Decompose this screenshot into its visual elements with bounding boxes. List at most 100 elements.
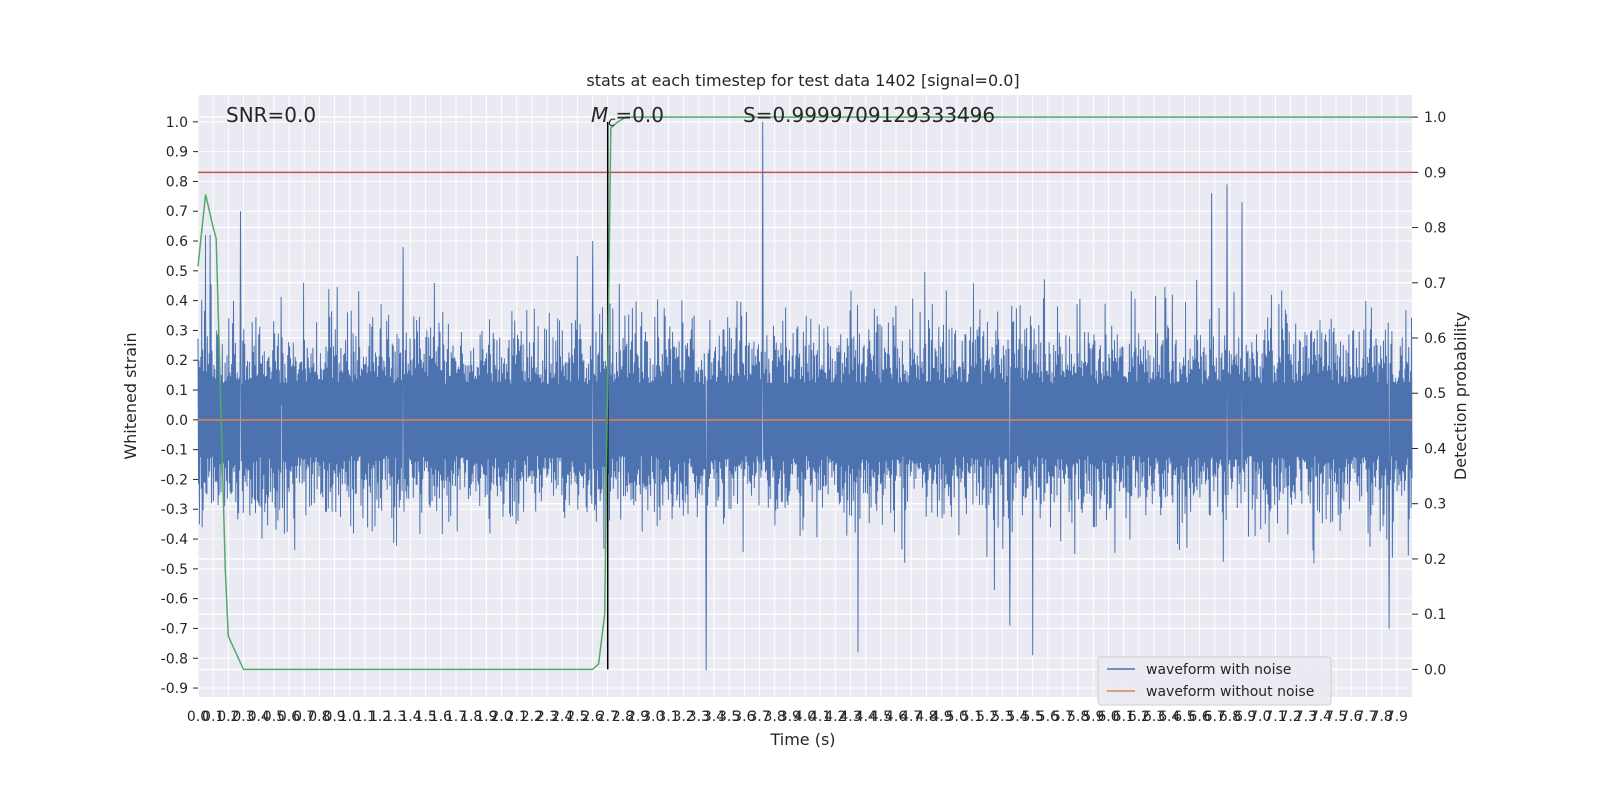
x-tick-label: 5.9	[1082, 709, 1104, 725]
x-tick-label: 5.2	[976, 709, 998, 725]
y-tick-label: -0.6	[161, 592, 188, 608]
x-tick-label: 2.3	[536, 709, 558, 725]
y-tick-label: 0.3	[166, 323, 188, 339]
x-tick-label: 0.7	[293, 709, 315, 725]
x-tick-label: 7.6	[1340, 709, 1362, 725]
x-tick-label: 6.4	[1158, 709, 1180, 725]
y-axis-right-label: Detection probability	[1451, 312, 1470, 480]
x-tick-label: 3.0	[642, 709, 664, 725]
x-tick-label: 4.9	[930, 709, 952, 725]
x-tick-label: 5.0	[946, 709, 968, 725]
x-tick-label: 4.2	[824, 709, 846, 725]
legend: waveform with noise waveform without noi…	[1097, 656, 1332, 706]
x-tick-label: 5.1	[961, 709, 983, 725]
x-tick-label: 7.5	[1325, 709, 1347, 725]
y-right-tick-label: 1.0	[1424, 110, 1446, 126]
snr-annotation: SNR=0.0	[226, 103, 316, 127]
y-tick-label: -0.3	[161, 502, 188, 518]
x-tick-label: 4.0	[794, 709, 816, 725]
x-tick-label: 2.6	[581, 709, 603, 725]
y-axis-label: Whitened strain	[121, 332, 140, 459]
y-right-tick-label: 0.8	[1424, 221, 1446, 237]
x-tick-label: 2.8	[612, 709, 634, 725]
legend-box	[1097, 656, 1332, 706]
x-tick-label: 7.8	[1371, 709, 1393, 725]
y-right-tick-label: 0.7	[1424, 276, 1446, 292]
x-tick-label: 6.3	[1143, 709, 1165, 725]
x-tick-label: 7.2	[1279, 709, 1301, 725]
y-axis-right-ticks: 0.0 0.1 0.2 0.3 0.4 0.5 0.6 0.7 0.8 0.9 1.0	[1412, 110, 1446, 678]
y-tick-label: 0.2	[166, 353, 188, 369]
x-tick-label: 0.0	[187, 709, 209, 725]
x-tick-label: 6.6	[1188, 709, 1210, 725]
y-right-tick-label: 0.9	[1424, 165, 1446, 181]
x-tick-label: 0.9	[323, 709, 345, 725]
y-right-tick-label: 0.4	[1424, 441, 1446, 457]
y-right-tick-label: 0.1	[1424, 607, 1446, 623]
x-tick-label: 3.1	[657, 709, 679, 725]
x-tick-label: 5.4	[1006, 709, 1028, 725]
x-tick-label: 1.7	[445, 709, 467, 725]
x-tick-label: 3.2	[672, 709, 694, 725]
mc-annotation: Mc=0.0	[591, 103, 664, 130]
x-tick-label: 4.6	[885, 709, 907, 725]
x-tick-label: 3.6	[733, 709, 755, 725]
x-tick-label: 2.1	[506, 709, 528, 725]
x-tick-label: 0.3	[232, 709, 254, 725]
x-tick-label: 6.9	[1234, 709, 1256, 725]
x-tick-label: 3.7	[748, 709, 770, 725]
x-tick-label: 0.5	[263, 709, 285, 725]
x-tick-label: 0.8	[308, 709, 330, 725]
y-tick-label: 1.0	[166, 115, 188, 131]
x-tick-label: 4.3	[839, 709, 861, 725]
x-tick-label: 5.7	[1052, 709, 1074, 725]
mc-symbol: M	[591, 103, 608, 127]
x-tick-label: 1.8	[460, 709, 482, 725]
x-tick-label: 0.1	[202, 709, 224, 725]
y-tick-label: -0.1	[161, 443, 188, 459]
legend-label-clean: waveform without noise	[1146, 684, 1314, 700]
y-right-tick-label: 0.3	[1424, 497, 1446, 513]
x-tick-label: 0.4	[248, 709, 270, 725]
x-tick-label: 6.5	[1173, 709, 1195, 725]
series-detection-probability	[197, 116, 1412, 671]
x-tick-label: 2.2	[521, 709, 543, 725]
x-tick-label: 1.0	[339, 709, 361, 725]
x-tick-label: 4.5	[870, 709, 892, 725]
x-tick-label: 5.6	[1037, 709, 1059, 725]
y-tick-label: -0.9	[161, 681, 188, 697]
y-tick-label: 0.5	[166, 264, 188, 280]
y-right-tick-label: 0.6	[1424, 331, 1446, 347]
x-tick-label: 6.2	[1128, 709, 1150, 725]
x-tick-label: 1.2	[369, 709, 391, 725]
x-tick-label: 2.9	[627, 709, 649, 725]
x-tick-label: 3.4	[703, 709, 725, 725]
s-annotation: S=0.9999709129333496	[743, 103, 995, 127]
x-tick-label: 7.4	[1310, 709, 1332, 725]
y-tick-label: -0.7	[161, 621, 188, 637]
y-tick-label: 0.1	[166, 383, 188, 399]
x-tick-label: 4.4	[855, 709, 877, 725]
x-axis-label: Time (s)	[769, 730, 835, 749]
x-tick-label: 5.3	[991, 709, 1013, 725]
x-tick-label: 7.0	[1249, 709, 1271, 725]
x-tick-label: 7.9	[1386, 709, 1408, 725]
y-right-tick-label: 0.2	[1424, 552, 1446, 568]
y-tick-label: -0.8	[161, 651, 188, 667]
y-tick-label: 0.8	[166, 174, 188, 190]
chart-title: stats at each timestep for test data 140…	[586, 71, 1019, 90]
x-tick-label: 4.1	[809, 709, 831, 725]
x-tick-label: 3.3	[688, 709, 710, 725]
x-tick-label: 7.3	[1295, 709, 1317, 725]
x-tick-label: 2.5	[566, 709, 588, 725]
x-tick-label: 6.1	[1113, 709, 1135, 725]
x-tick-label: 1.9	[475, 709, 497, 725]
x-tick-label: 6.0	[1097, 709, 1119, 725]
plot-content	[197, 116, 1413, 671]
x-tick-label: 3.8	[764, 709, 786, 725]
y-tick-label: 0.9	[166, 145, 188, 161]
y-tick-label: 0.6	[166, 234, 188, 250]
x-tick-label: 1.5	[414, 709, 436, 725]
x-tick-label: 3.5	[718, 709, 740, 725]
